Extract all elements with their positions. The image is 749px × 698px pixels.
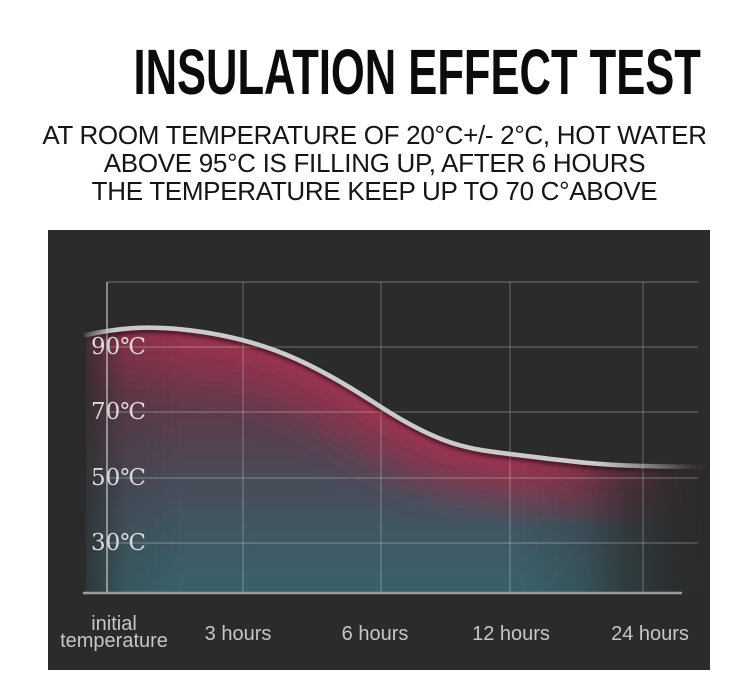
subtitle-line-1: AT ROOM TEMPERATURE OF 20°C+/- 2°C, HOT … [42,120,707,150]
y-tick-50: 50℃ [91,465,146,491]
gridlines [107,281,698,593]
subtitle-line-3: THE TEMPERATURE KEEP UP TO 70 C°ABOVE [91,176,658,206]
x-tick-3-hours: 3 hours [205,623,272,645]
chart-panel: 90℃ 70℃ 50℃ 30℃ initial temperature 3 ho… [48,230,710,670]
x-tick-6-hours: 6 hours [342,623,409,645]
page-title: INSULATION EFFECT TEST [0,40,749,104]
temperature-curve [83,325,709,470]
subtitle: AT ROOM TEMPERATURE OF 20°C+/- 2°C, HOT … [0,121,749,205]
x-tick-12-hours: 12 hours [472,623,550,645]
insulation-chart: 90℃ 70℃ 50℃ 30℃ initial temperature 3 ho… [60,281,709,652]
y-axis-labels: 90℃ 70℃ 50℃ 30℃ [91,334,146,556]
y-tick-90: 90℃ [91,334,146,360]
page-title-text: INSULATION EFFECT TEST [133,36,701,108]
y-tick-70: 70℃ [91,399,146,425]
axes [83,282,682,595]
y-tick-30: 30℃ [91,530,146,556]
x-tick-initial-line1: initial [91,613,137,635]
x-axis-labels: initial temperature 3 hours 6 hours 12 h… [60,613,689,652]
subtitle-line-2: ABOVE 95°C IS FILLING UP, AFTER 6 HOURS [103,148,646,178]
area-fill [86,327,706,593]
x-tick-initial-line2: temperature [60,630,168,652]
x-tick-24-hours: 24 hours [611,623,689,645]
